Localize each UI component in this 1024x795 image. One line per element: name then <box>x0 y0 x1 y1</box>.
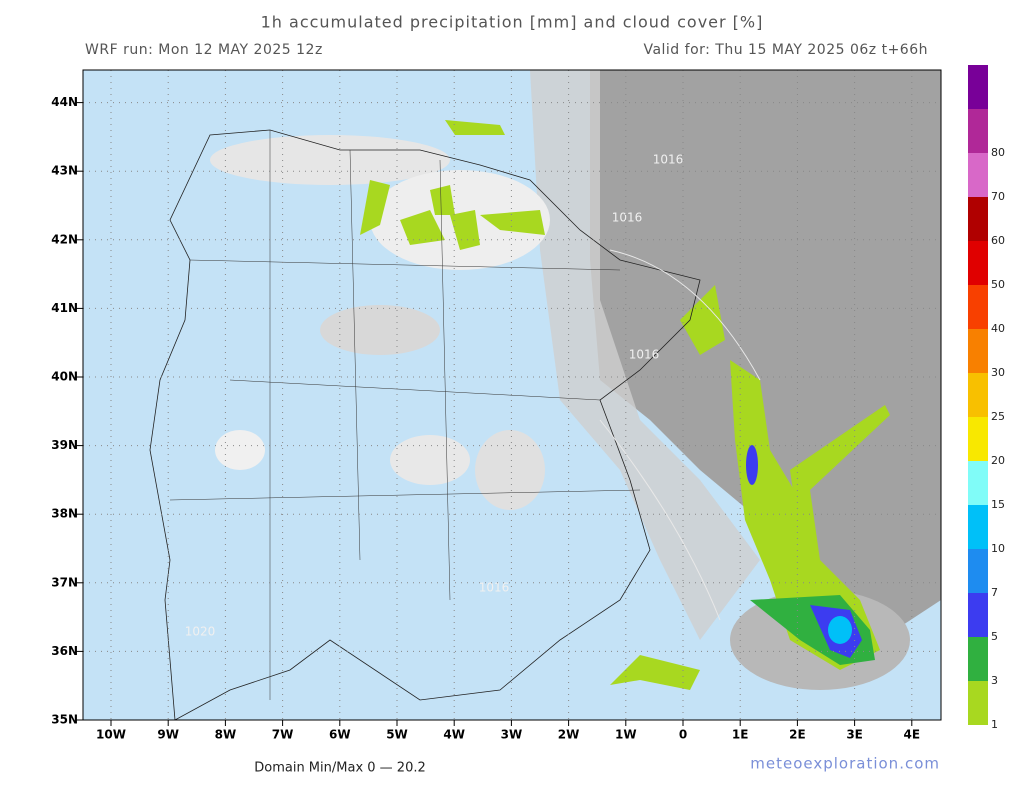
run-info: WRF run: Mon 12 MAY 2025 12z <box>85 42 323 58</box>
lon-label: 1W <box>615 728 637 742</box>
lon-label: 3W <box>501 728 523 742</box>
lat-label: 42N <box>51 232 78 246</box>
colorbar-label: 70 <box>991 190 1005 203</box>
title: 1h accumulated precipitation [mm] and cl… <box>261 13 764 32</box>
colorbar-segment <box>968 681 988 725</box>
cloud-patch <box>475 430 545 510</box>
coastline <box>149 129 701 720</box>
colorbar-label: 60 <box>991 234 1005 247</box>
lat-label: 35N <box>51 713 78 727</box>
lat-label: 36N <box>51 644 78 658</box>
colorbar-label: 50 <box>991 278 1005 291</box>
colorbar-label: 25 <box>991 410 1005 423</box>
lon-label: 9W <box>157 728 179 742</box>
isobar-label: 1016 <box>653 153 684 167</box>
colorbar-segment <box>968 461 988 505</box>
colorbar-label: 30 <box>991 366 1005 379</box>
colorbar-segment <box>968 637 988 681</box>
cloud-cover-overcast <box>590 70 941 640</box>
lon-label: 1E <box>732 728 749 742</box>
precip-area <box>790 405 890 560</box>
colorbar-label: 15 <box>991 498 1005 511</box>
lon-label: 5W <box>386 728 408 742</box>
region-borders <box>169 130 641 700</box>
grid: 35N 36N 37N 38N 39N 40N 41N 42N 43N 44N 10W 9W 8W 7W 6… <box>51 70 941 742</box>
cloud-patch <box>320 305 440 355</box>
cloud-cover-broken <box>530 70 760 640</box>
valid-info: Valid for: Thu 15 MAY 2025 06z t+66h <box>643 42 928 58</box>
colorbar-segment <box>968 153 988 197</box>
lon-label: 7W <box>272 728 294 742</box>
credit: meteoexploration.com <box>750 755 940 773</box>
lon-label: 4E <box>904 728 921 742</box>
colorbar-label: 40 <box>991 322 1005 335</box>
lat-label: 44N <box>51 95 78 109</box>
colorbar-segment <box>968 197 988 241</box>
colorbar-segment <box>968 241 988 285</box>
colorbar-segment <box>968 417 988 461</box>
colorbar-label: 20 <box>991 454 1005 467</box>
colorbar-segment <box>968 65 988 109</box>
colorbar: 1 3 5 7 10 15 20 25 30 40 50 60 70 80 <box>968 65 1005 731</box>
lon-label: 10W <box>96 728 126 742</box>
lat-label: 38N <box>51 507 78 521</box>
colorbar-segment <box>968 329 988 373</box>
colorbar-label: 3 <box>991 674 998 687</box>
isobar-label: 1020 <box>185 625 216 639</box>
colorbar-segment <box>968 285 988 329</box>
colorbar-label: 5 <box>991 630 998 643</box>
colorbar-segment <box>968 373 988 417</box>
isobar-label: 1016 <box>612 211 643 225</box>
precip-area <box>610 655 700 690</box>
lon-label: 0 <box>679 728 687 742</box>
lat-label: 43N <box>51 164 78 178</box>
cloud-patch <box>215 430 265 470</box>
lon-label: 3E <box>846 728 863 742</box>
colorbar-label: 1 <box>991 718 998 731</box>
colorbar-segment <box>968 593 988 637</box>
lon-label: 2W <box>558 728 580 742</box>
lat-label: 40N <box>51 370 78 384</box>
lat-label: 37N <box>51 575 78 589</box>
colorbar-segment <box>968 505 988 549</box>
precip-area <box>360 180 390 235</box>
lon-label: 8W <box>215 728 237 742</box>
colorbar-segment <box>968 549 988 593</box>
precip-core <box>746 445 758 485</box>
colorbar-segment <box>968 109 988 153</box>
map-field: 1016 1016 1016 1016 1020 <box>83 70 941 720</box>
domain-minmax: Domain Min/Max 0 — 20.2 <box>254 761 426 776</box>
isobar-label: 1016 <box>629 348 660 362</box>
precip-area <box>400 120 545 250</box>
lon-label: 4W <box>443 728 465 742</box>
isobar <box>599 249 761 621</box>
isobar-label: 1016 <box>479 581 510 595</box>
lat-label: 41N <box>51 301 78 315</box>
precip-area <box>680 285 725 355</box>
lon-label: 2E <box>789 728 806 742</box>
precip-core <box>828 616 852 644</box>
colorbar-label: 80 <box>991 146 1005 159</box>
colorbar-label: 10 <box>991 542 1005 555</box>
cloud-patch <box>390 435 470 485</box>
lon-label: 6W <box>329 728 351 742</box>
colorbar-label: 7 <box>991 586 998 599</box>
map-frame <box>82 69 942 721</box>
lat-label: 39N <box>51 438 78 452</box>
